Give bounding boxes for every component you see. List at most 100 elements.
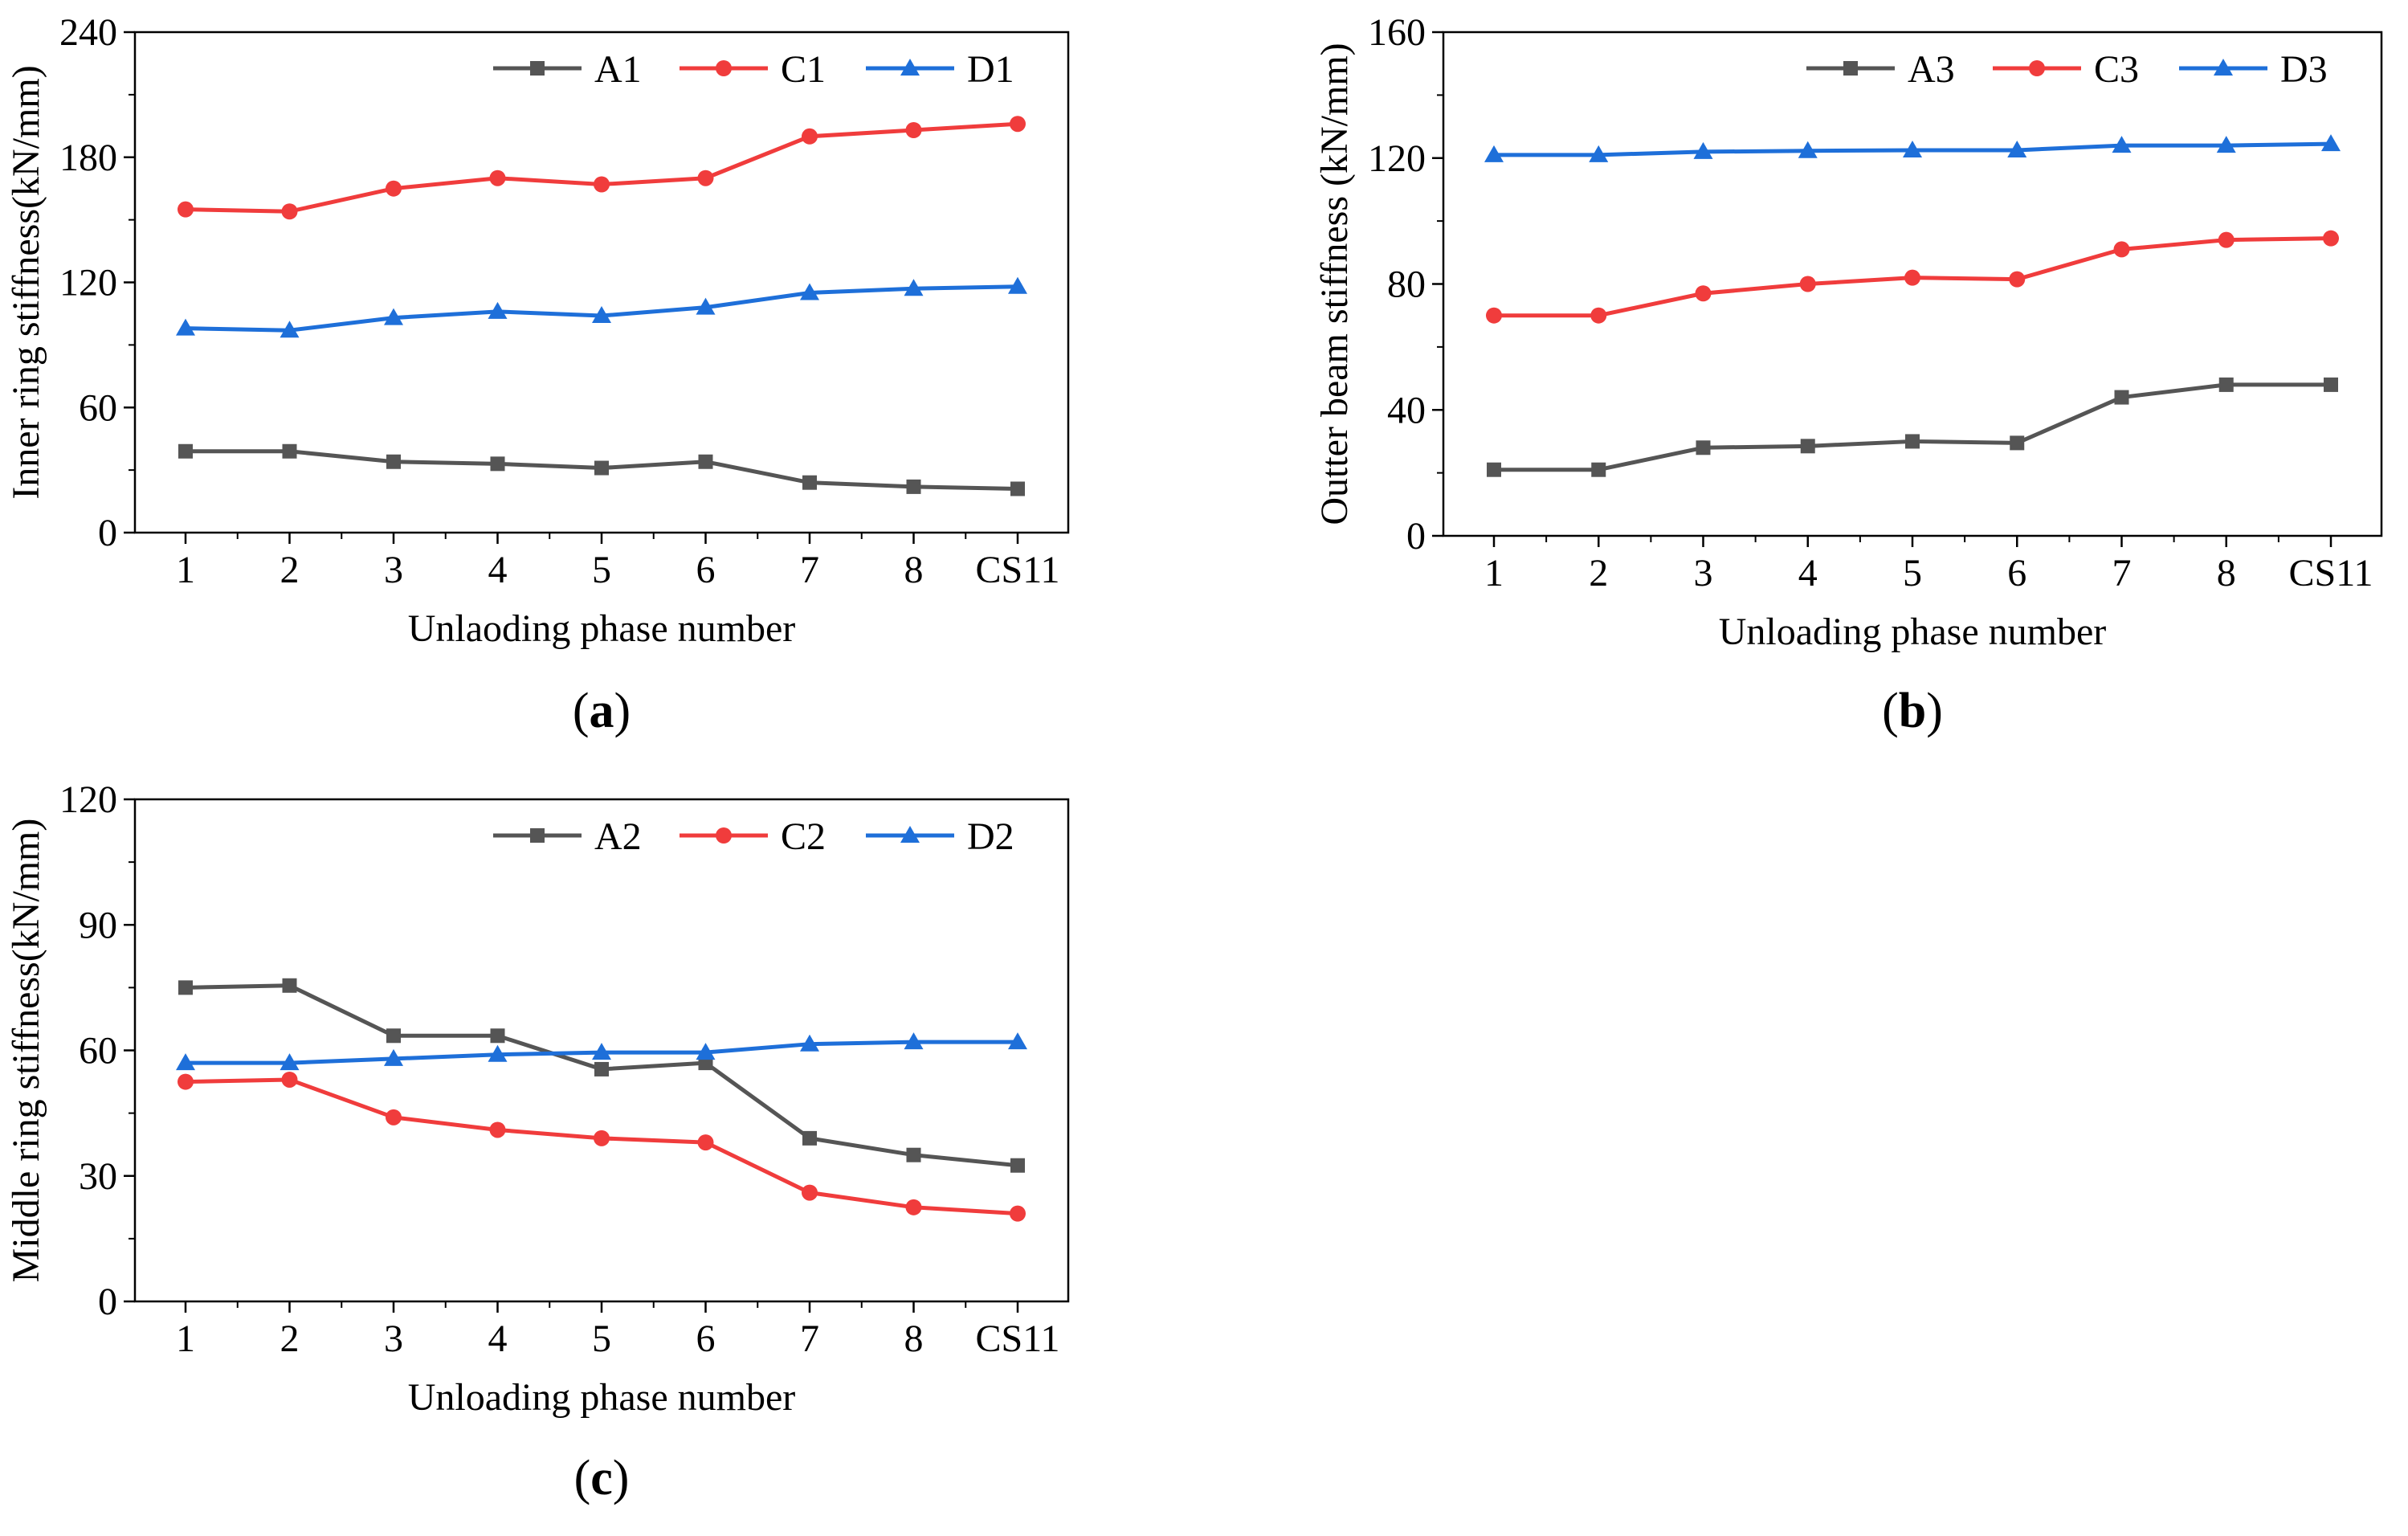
legend-item-A2: A2 <box>493 815 642 858</box>
data-point-D3-4 <box>1798 141 1818 158</box>
x-tick-label: 4 <box>1798 552 1818 594</box>
x-tick-label: 6 <box>2007 552 2026 594</box>
series-C1 <box>178 116 1026 220</box>
y-tick-label: 0 <box>98 512 117 554</box>
data-point-D2-8 <box>904 1032 924 1050</box>
x-tick-label: CS11 <box>2289 552 2373 594</box>
y-tick-label: 30 <box>79 1155 117 1198</box>
data-point-A2-2 <box>282 978 297 993</box>
series-D1 <box>176 276 1027 338</box>
data-point-D3-8 <box>2216 136 2236 153</box>
data-point-C2-5 <box>594 1130 610 1146</box>
data-point-C3-4 <box>1799 276 1816 292</box>
x-tick-label: 3 <box>1694 552 1713 594</box>
data-point-C1-5 <box>594 176 610 193</box>
data-point-C1-1 <box>178 201 194 218</box>
data-point-D1-CS11 <box>1008 276 1027 294</box>
data-point-D3-5 <box>1903 140 1922 157</box>
data-point-D1-6 <box>696 297 716 315</box>
chart-panel-a: 0 60 120 180 240 1 2 3 4 5 6 7 8 CS11 Unlaoding phase … <box>5 11 1070 738</box>
x-tick-label: 2 <box>280 1317 300 1360</box>
legend-marker <box>1843 61 1858 76</box>
legend-label: D2 <box>967 815 1014 858</box>
data-point-A2-1 <box>178 980 193 995</box>
legend-marker <box>530 828 545 843</box>
y-tick-label: 60 <box>79 1030 117 1072</box>
data-point-A1-7 <box>802 475 817 490</box>
x-tick-label: 7 <box>800 549 819 591</box>
data-point-D1-8 <box>904 279 924 296</box>
x-axis-title: Unloading phase number <box>408 1376 796 1419</box>
data-point-D2-CS11 <box>1008 1032 1027 1050</box>
data-point-C1-6 <box>697 170 714 186</box>
x-tick-label: CS11 <box>976 549 1060 591</box>
data-point-D1-3 <box>384 308 403 325</box>
data-point-A1-CS11 <box>1010 481 1025 496</box>
data-point-D1-2 <box>280 321 300 338</box>
data-point-C1-4 <box>489 170 506 186</box>
legend-item-A3: A3 <box>1806 48 1955 91</box>
data-point-C1-8 <box>905 122 922 139</box>
x-axis-title: Unloading phase number <box>1719 611 2107 653</box>
x-axis-title: Unlaoding phase number <box>408 607 796 650</box>
data-point-A1-3 <box>386 454 401 469</box>
legend-label: A1 <box>594 48 642 91</box>
data-point-A1-2 <box>282 443 297 459</box>
y-axis-title: Outter beam stiffness (kN/mm) <box>1313 43 1356 525</box>
data-point-A1-6 <box>698 454 713 469</box>
x-tick-label: 1 <box>176 1317 195 1360</box>
y-tick-label: 40 <box>1387 389 1426 431</box>
x-tick-label: 2 <box>280 549 300 591</box>
data-point-C2-1 <box>178 1073 194 1090</box>
data-point-D2-2 <box>280 1053 300 1071</box>
legend-item-C3: C3 <box>1993 48 2139 91</box>
data-point-A2-5 <box>594 1061 609 1076</box>
x-tick-label: 3 <box>384 1317 403 1360</box>
data-point-C2-3 <box>386 1109 402 1125</box>
y-tick-label: 240 <box>59 11 117 54</box>
y-tick-label: 120 <box>1368 137 1426 180</box>
x-tick-label: 6 <box>696 1317 716 1360</box>
data-point-D3-3 <box>1693 141 1713 159</box>
panel-label-letter: b <box>1899 684 1926 738</box>
x-tick-label: 2 <box>1589 552 1608 594</box>
series-line-C2 <box>185 1077 1018 1216</box>
y-tick-label: 0 <box>98 1281 117 1323</box>
data-point-D1-1 <box>176 318 195 336</box>
data-point-D2-4 <box>488 1044 508 1062</box>
data-point-A3-8 <box>2218 377 2234 392</box>
x-tick-label: 3 <box>384 549 403 591</box>
data-point-C3-7 <box>2113 241 2130 258</box>
legend-label: C2 <box>781 815 826 858</box>
y-tick-label: 60 <box>79 386 117 429</box>
legend: A3 C3 D3 <box>1806 48 2328 91</box>
x-tick-label: 5 <box>1903 552 1922 594</box>
data-point-A3-1 <box>1487 462 1501 477</box>
x-tick-label: 1 <box>1484 552 1504 594</box>
legend-marker <box>900 826 920 843</box>
data-point-C2-7 <box>802 1184 818 1201</box>
y-tick-label: 160 <box>1368 11 1426 54</box>
data-point-C3-8 <box>2218 231 2235 248</box>
data-point-D2-7 <box>800 1034 819 1052</box>
chart-panel-c: 0 30 60 90 120 1 2 3 4 5 6 7 8 CS11 Unloading phase nu… <box>5 778 1070 1505</box>
series-D3 <box>1484 134 2341 162</box>
legend-marker <box>530 61 545 76</box>
data-point-A2-7 <box>802 1130 817 1146</box>
data-point-D3-7 <box>2112 136 2132 153</box>
y-tick-label: 90 <box>79 904 117 946</box>
data-point-C3-3 <box>1695 285 1712 302</box>
legend-marker <box>2029 60 2045 76</box>
series-line-A3 <box>1494 382 2331 472</box>
y-axis-title: Inner ring stiffness(kN/mm) <box>5 65 47 499</box>
series-A3 <box>1487 377 2338 477</box>
data-point-C2-6 <box>697 1134 714 1151</box>
x-tick-label: 8 <box>904 549 924 591</box>
panel-label: (c) <box>574 1451 630 1505</box>
y-tick-label: 180 <box>59 137 117 179</box>
series-C2 <box>178 1071 1026 1222</box>
legend-label: C1 <box>781 48 826 91</box>
panel-label-close: ) <box>614 684 631 738</box>
